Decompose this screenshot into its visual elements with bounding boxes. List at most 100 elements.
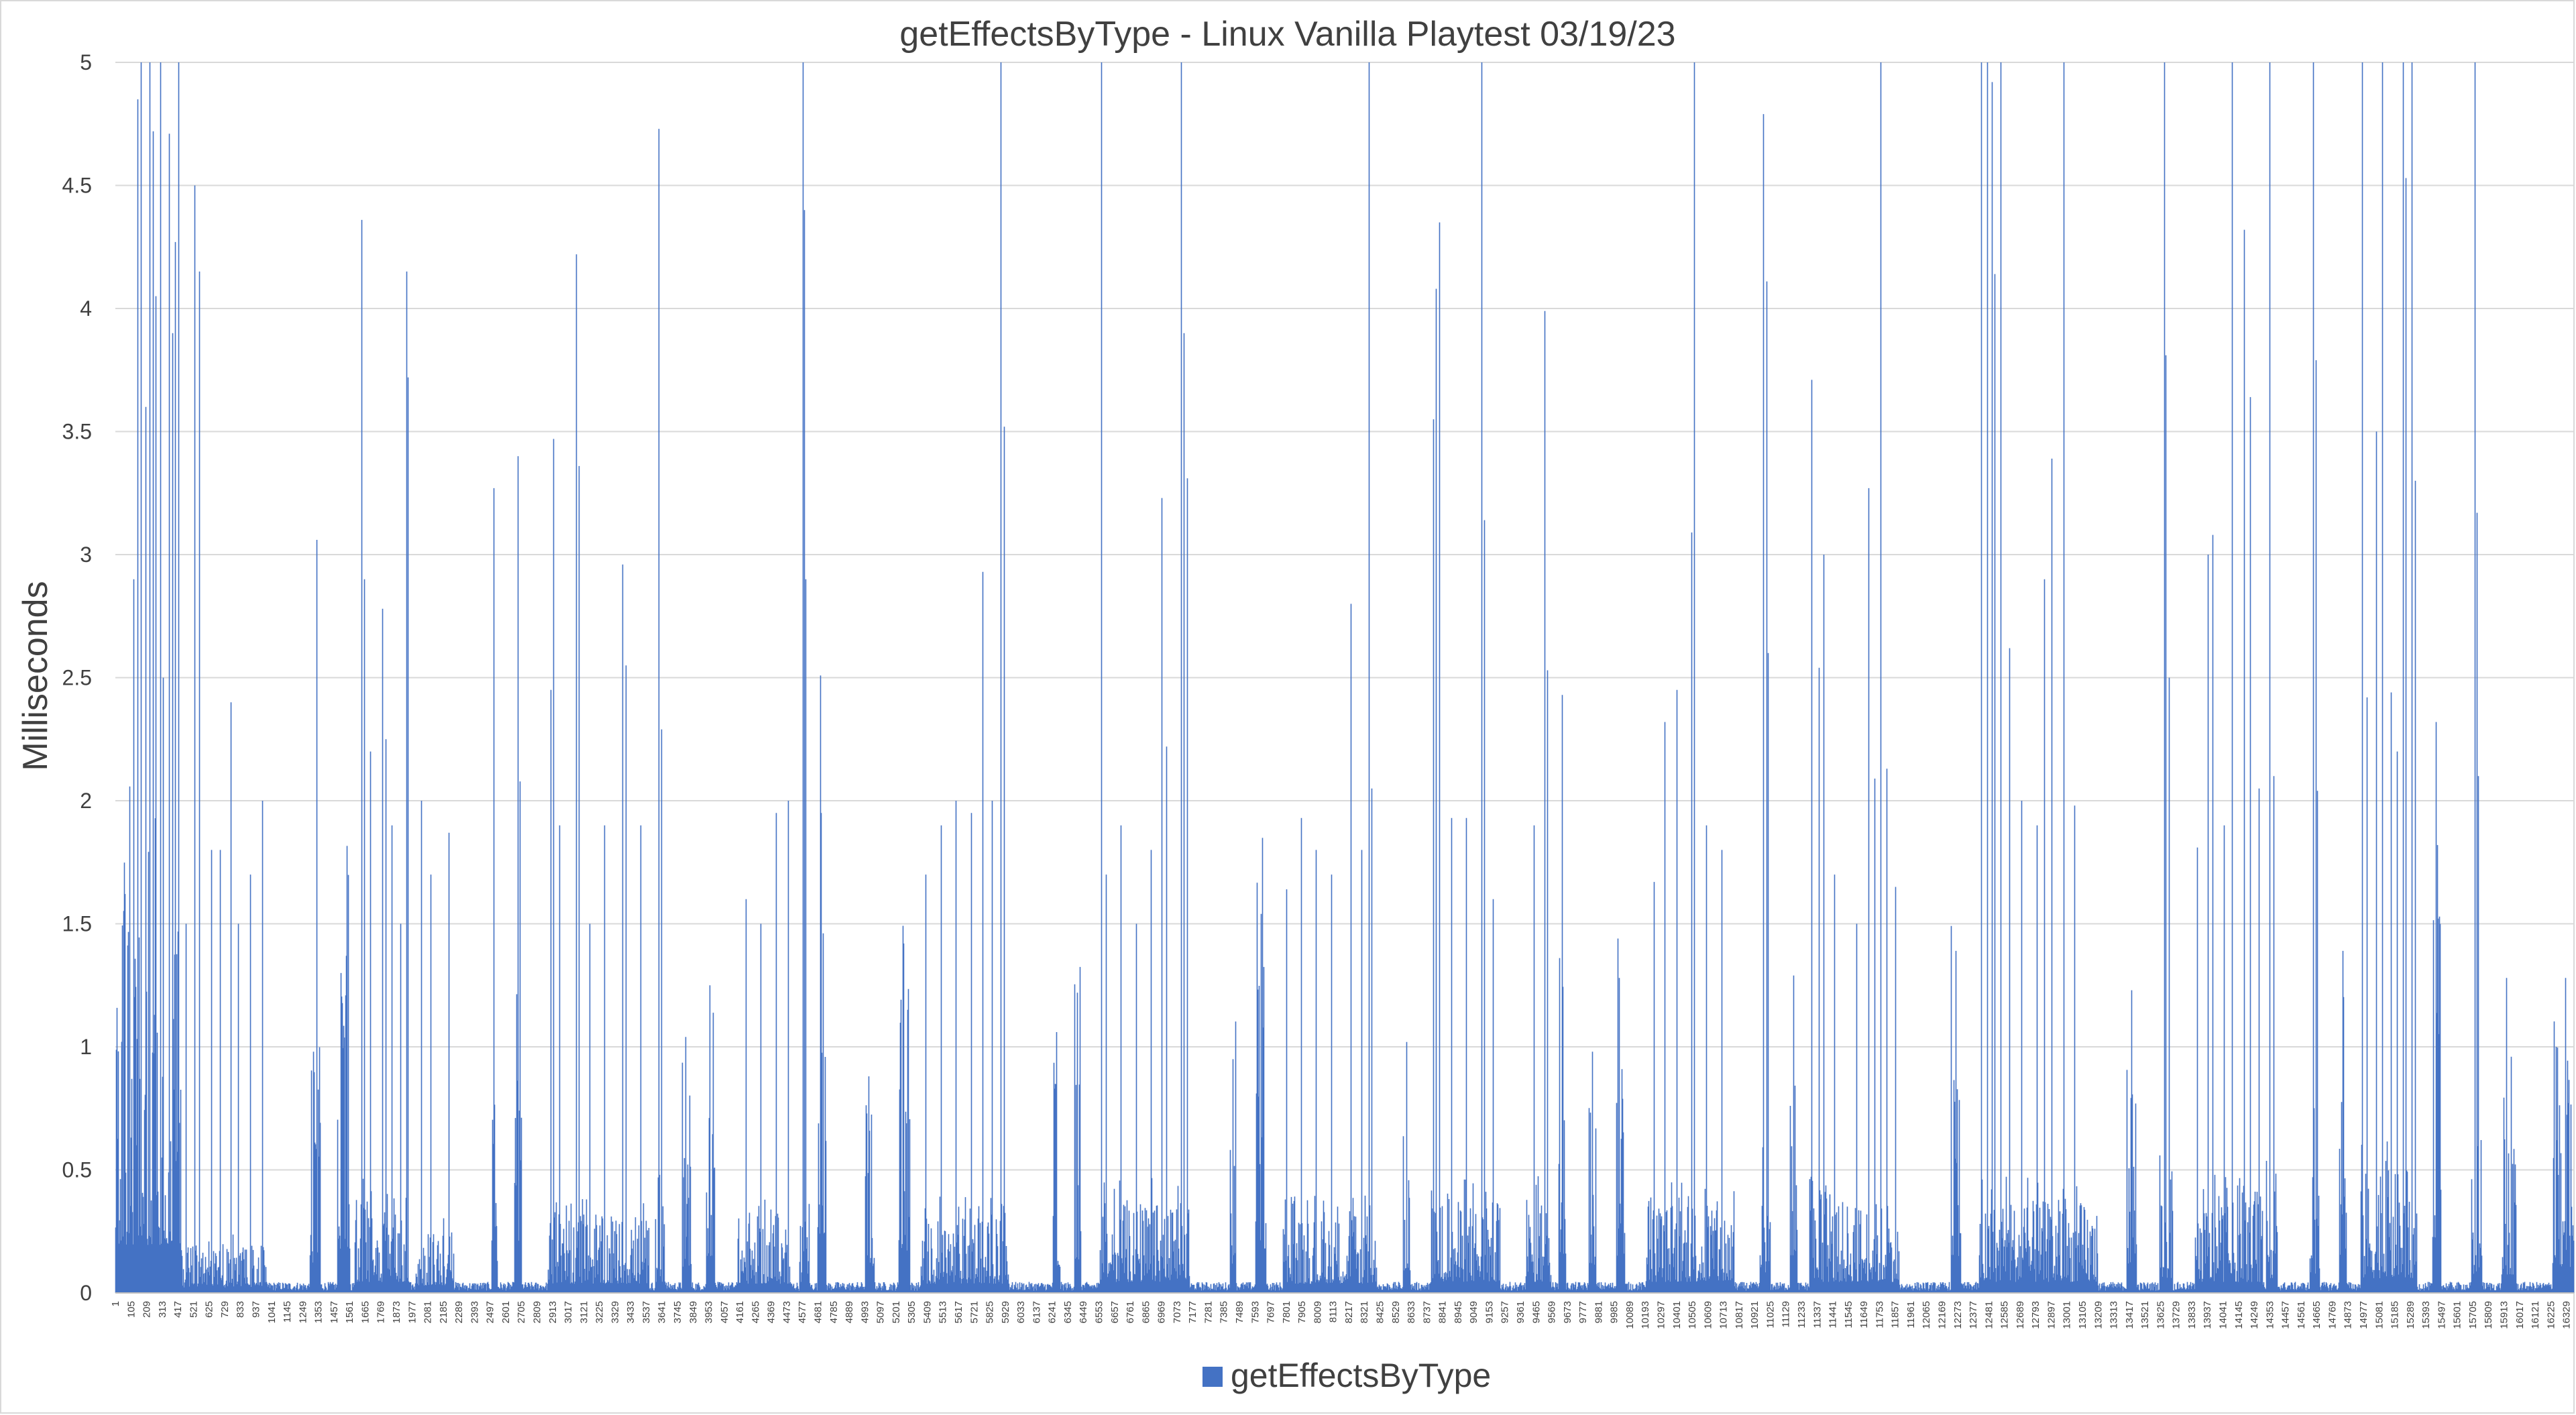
x-tick-label: 4785 xyxy=(828,1301,840,1323)
y-tick-label: 4 xyxy=(80,296,92,321)
x-tick-label: 14249 xyxy=(2249,1301,2260,1329)
y-tick-label: 0 xyxy=(80,1281,92,1305)
x-tick-label: 8321 xyxy=(1359,1301,1370,1323)
x-tick-label: 9985 xyxy=(1609,1301,1620,1323)
x-tick-label: 3121 xyxy=(578,1301,590,1323)
x-tick-label: 833 xyxy=(235,1301,246,1318)
x-tick-label: 8425 xyxy=(1374,1301,1386,1323)
x-tick-label: 15497 xyxy=(2436,1301,2447,1329)
x-tick-label: 9881 xyxy=(1593,1301,1604,1323)
y-tick-label: 2 xyxy=(80,789,92,813)
x-tick-label: 6657 xyxy=(1109,1301,1121,1323)
x-tick-label: 6761 xyxy=(1125,1301,1136,1323)
y-axis-title: Milliseconds xyxy=(16,581,55,771)
x-tick-label: 10401 xyxy=(1671,1301,1683,1329)
x-tick-label: 12793 xyxy=(2030,1301,2041,1329)
x-tick-label: 937 xyxy=(250,1301,262,1318)
x-tick-label: 1041 xyxy=(266,1301,278,1323)
x-tick-label: 15913 xyxy=(2498,1301,2510,1329)
y-tick-label: 1 xyxy=(80,1035,92,1059)
x-tick-label: 6865 xyxy=(1140,1301,1152,1323)
x-tick-label: 7697 xyxy=(1266,1301,1277,1323)
x-tick-label: 16017 xyxy=(2514,1301,2526,1329)
x-tick-label: 3017 xyxy=(563,1301,574,1323)
x-tick-label: 7489 xyxy=(1234,1301,1245,1323)
x-tick-label: 2497 xyxy=(485,1301,496,1323)
x-tick-label: 2705 xyxy=(516,1301,527,1323)
x-tick-label: 7385 xyxy=(1219,1301,1230,1323)
x-tick-label: 6345 xyxy=(1062,1301,1074,1323)
x-tick-label: 7281 xyxy=(1202,1301,1214,1323)
x-tick-label: 10817 xyxy=(1734,1301,1745,1329)
x-tick-label: 4369 xyxy=(766,1301,777,1323)
x-tick-label: 11961 xyxy=(1905,1301,1917,1328)
x-tick-label: 3329 xyxy=(610,1301,621,1323)
x-tick-label: 13001 xyxy=(2062,1301,2073,1329)
x-tick-label: 2081 xyxy=(423,1301,434,1323)
x-tick-label: 11441 xyxy=(1828,1301,1839,1328)
x-tick-label: 10297 xyxy=(1655,1301,1667,1329)
x-tick-label: 4889 xyxy=(844,1301,855,1323)
x-tick-label: 3745 xyxy=(672,1301,683,1323)
x-tick-label: 11649 xyxy=(1858,1301,1870,1328)
x-tick-label: 4577 xyxy=(797,1301,808,1323)
x-tick-label: 4681 xyxy=(812,1301,824,1323)
x-tick-label: 4473 xyxy=(781,1301,793,1323)
bar-series xyxy=(115,62,2575,1293)
x-tick-label: 9777 xyxy=(1577,1301,1589,1323)
x-tick-label: 8945 xyxy=(1453,1301,1464,1323)
x-tick-label: 8529 xyxy=(1390,1301,1402,1323)
x-tick-label: 209 xyxy=(142,1301,153,1318)
x-tick-label: 13833 xyxy=(2186,1301,2198,1329)
x-tick-label: 12689 xyxy=(2015,1301,2026,1329)
x-tick-label: 4993 xyxy=(859,1301,871,1323)
x-tick-label: 5305 xyxy=(906,1301,917,1323)
x-tick-label: 625 xyxy=(204,1301,215,1318)
legend-label: getEffectsByType xyxy=(1231,1357,1491,1394)
x-tick-label: 6033 xyxy=(1015,1301,1027,1323)
x-tick-label: 14145 xyxy=(2233,1301,2245,1329)
y-tick-label: 2.5 xyxy=(62,666,92,690)
x-tick-label: 13105 xyxy=(2077,1301,2088,1329)
x-tick-label: 729 xyxy=(219,1301,231,1318)
x-tick-label: 15601 xyxy=(2452,1301,2463,1329)
x-tick-label: 16225 xyxy=(2545,1301,2557,1329)
x-tick-label: 12065 xyxy=(1921,1301,1932,1329)
x-tick-label: 8841 xyxy=(1437,1301,1449,1323)
x-tick-label: 521 xyxy=(188,1301,199,1318)
x-tick-label: 7801 xyxy=(1281,1301,1292,1323)
x-tick-label: 9361 xyxy=(1515,1301,1526,1323)
x-tick-label: 1249 xyxy=(297,1301,309,1323)
x-tick-label: 7177 xyxy=(1187,1301,1198,1323)
x-tick-label: 13729 xyxy=(2171,1301,2182,1329)
x-tick-label: 3433 xyxy=(625,1301,636,1323)
y-tick-labels: 0 0.5 1 1.5 2 2.5 3 3.5 4 4.5 5 xyxy=(62,50,92,1305)
x-tick-label: 10609 xyxy=(1702,1301,1714,1329)
x-tick-label: 1 xyxy=(110,1301,121,1306)
x-tick-label: 11233 xyxy=(1796,1301,1807,1328)
gridlines xyxy=(115,62,2574,1171)
x-tick-label: 15705 xyxy=(2467,1301,2479,1329)
x-tick-label: 10193 xyxy=(1640,1301,1651,1329)
x-tick-label: 3225 xyxy=(594,1301,606,1323)
bar-columns xyxy=(115,62,2575,1293)
x-tick-label: 1769 xyxy=(376,1301,387,1323)
x-tick-label: 105 xyxy=(125,1301,137,1318)
y-tick-label: 4.5 xyxy=(62,174,92,198)
x-tick-label: 7905 xyxy=(1296,1301,1308,1323)
x-tick-label: 8217 xyxy=(1343,1301,1355,1323)
x-tick-label: 6449 xyxy=(1078,1301,1089,1323)
x-tick-label: 13313 xyxy=(2109,1301,2120,1329)
x-tick-label: 9465 xyxy=(1530,1301,1542,1323)
x-tick-label: 9257 xyxy=(1500,1301,1511,1323)
x-tick-label: 14977 xyxy=(2358,1301,2369,1329)
x-tick-label: 2185 xyxy=(438,1301,449,1323)
x-tick-label: 12169 xyxy=(1936,1301,1948,1329)
x-tick-label: 14769 xyxy=(2327,1301,2338,1329)
x-tick-label: 11129 xyxy=(1781,1301,1792,1328)
x-tick-label: 15081 xyxy=(2373,1301,2385,1329)
x-tick-label: 12585 xyxy=(1999,1301,2011,1329)
x-tick-label: 15809 xyxy=(2483,1301,2494,1329)
x-tick-label: 3537 xyxy=(640,1301,652,1323)
